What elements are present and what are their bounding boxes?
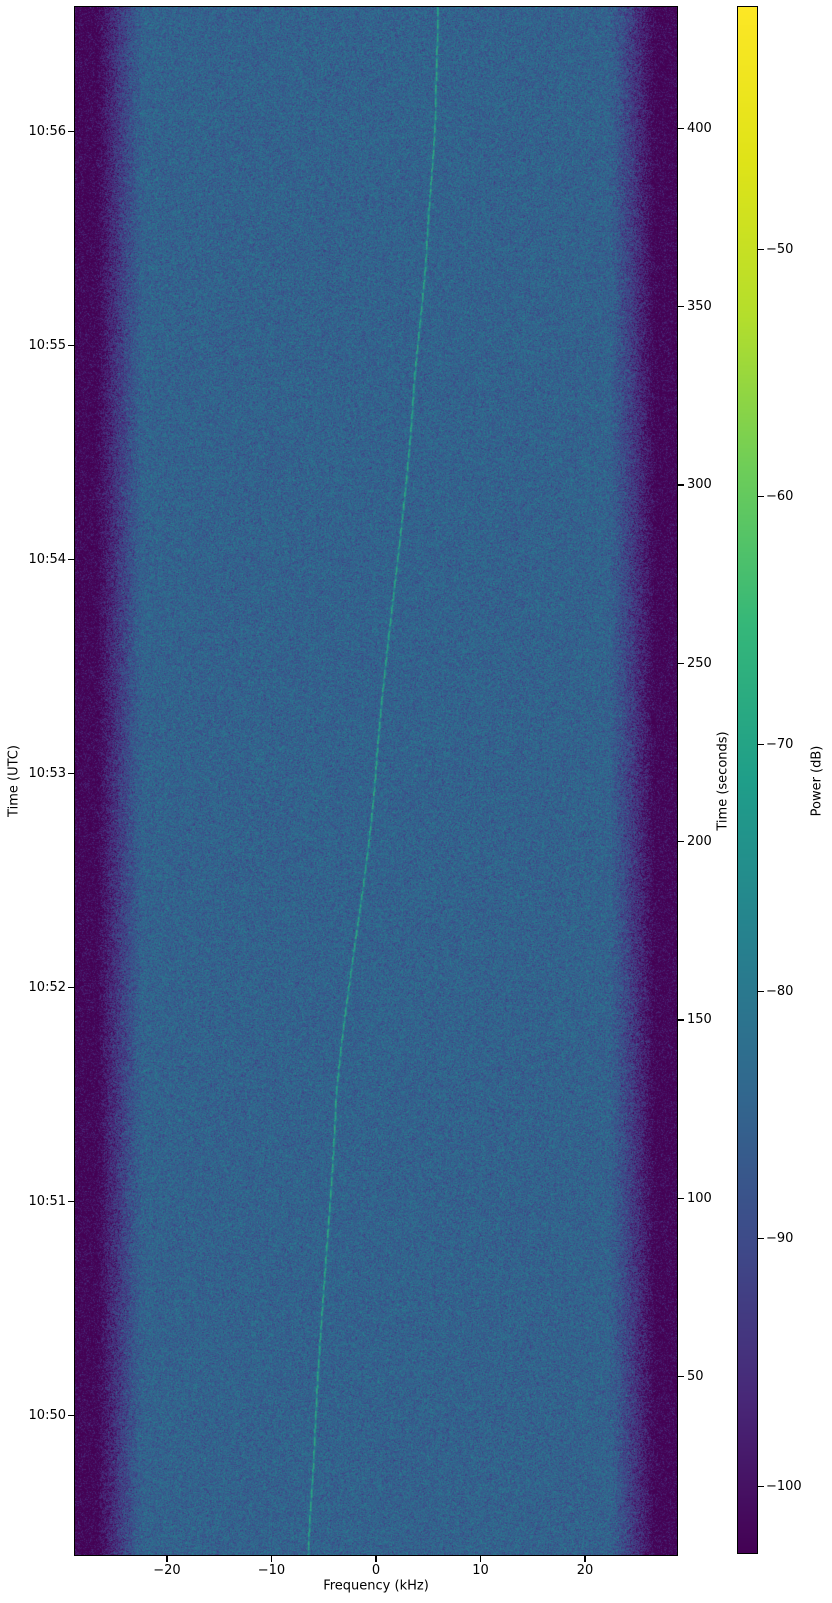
x-tick-mark	[166, 1556, 167, 1562]
seconds-tick-label: 150	[687, 1012, 712, 1027]
seconds-tick-label: 300	[687, 477, 712, 492]
colorbar-label: Power (dB)	[810, 746, 825, 817]
seconds-tick-mark	[678, 1376, 684, 1377]
left-axis-label: Time (UTC)	[7, 745, 22, 817]
x-tick-mark	[584, 1556, 585, 1562]
seconds-tick-mark	[678, 484, 684, 485]
colorbar-tick-mark	[758, 744, 764, 745]
right-axis-label: Time (seconds)	[716, 731, 731, 830]
colorbar-tick-mark	[758, 1486, 764, 1487]
plot-area	[74, 6, 678, 1556]
utc-tick-mark	[68, 559, 74, 560]
seconds-tick-mark	[678, 1019, 684, 1020]
utc-tick-mark	[68, 345, 74, 346]
x-axis-label: Frequency (kHz)	[323, 1579, 429, 1594]
seconds-tick-label: 50	[687, 1369, 704, 1384]
colorbar-tick-mark	[758, 1238, 764, 1239]
seconds-tick-label: 400	[687, 121, 712, 136]
utc-tick-label: 10:51	[0, 1194, 66, 1209]
colorbar-tick-label: −80	[766, 984, 793, 999]
colorbar-tick-label: −90	[766, 1231, 793, 1246]
spectrogram-figure: −20 −10 0 10 20 10:50 10:51 10:52 10:53 10:54 10:5…	[0, 0, 832, 1603]
seconds-tick-label: 100	[687, 1191, 712, 1206]
colorbar-tick-mark	[758, 249, 764, 250]
colorbar-tick-mark	[758, 991, 764, 992]
utc-tick-mark	[68, 773, 74, 774]
x-tick-mark	[271, 1556, 272, 1562]
x-tick-label: −20	[153, 1563, 180, 1578]
seconds-tick-mark	[678, 1198, 684, 1199]
x-tick-label: 0	[372, 1563, 380, 1578]
colorbar-tick-label: −60	[766, 489, 793, 504]
seconds-tick-label: 250	[687, 656, 712, 671]
colorbar-tick-mark	[758, 496, 764, 497]
x-tick-mark	[375, 1556, 376, 1562]
colorbar-tick-label: −100	[766, 1479, 802, 1494]
utc-tick-label: 10:55	[0, 338, 66, 353]
seconds-tick-mark	[678, 306, 684, 307]
colorbar-tick-label: −50	[766, 242, 793, 257]
utc-tick-label: 10:56	[0, 124, 66, 139]
seconds-tick-mark	[678, 663, 684, 664]
x-tick-label: 10	[472, 1563, 489, 1578]
spectrogram-canvas	[75, 7, 677, 1555]
colorbar	[737, 6, 758, 1554]
x-tick-mark	[480, 1556, 481, 1562]
x-tick-label: −10	[258, 1563, 285, 1578]
utc-tick-label: 10:54	[0, 552, 66, 567]
utc-tick-mark	[68, 987, 74, 988]
seconds-tick-mark	[678, 128, 684, 129]
seconds-tick-label: 200	[687, 834, 712, 849]
colorbar-tick-label: −70	[766, 737, 793, 752]
utc-tick-label: 10:50	[0, 1408, 66, 1423]
utc-tick-mark	[68, 1201, 74, 1202]
utc-tick-mark	[68, 1415, 74, 1416]
colorbar-canvas	[738, 7, 757, 1553]
seconds-tick-mark	[678, 841, 684, 842]
utc-tick-mark	[68, 131, 74, 132]
x-tick-label: 20	[577, 1563, 594, 1578]
seconds-tick-label: 350	[687, 299, 712, 314]
utc-tick-label: 10:52	[0, 980, 66, 995]
